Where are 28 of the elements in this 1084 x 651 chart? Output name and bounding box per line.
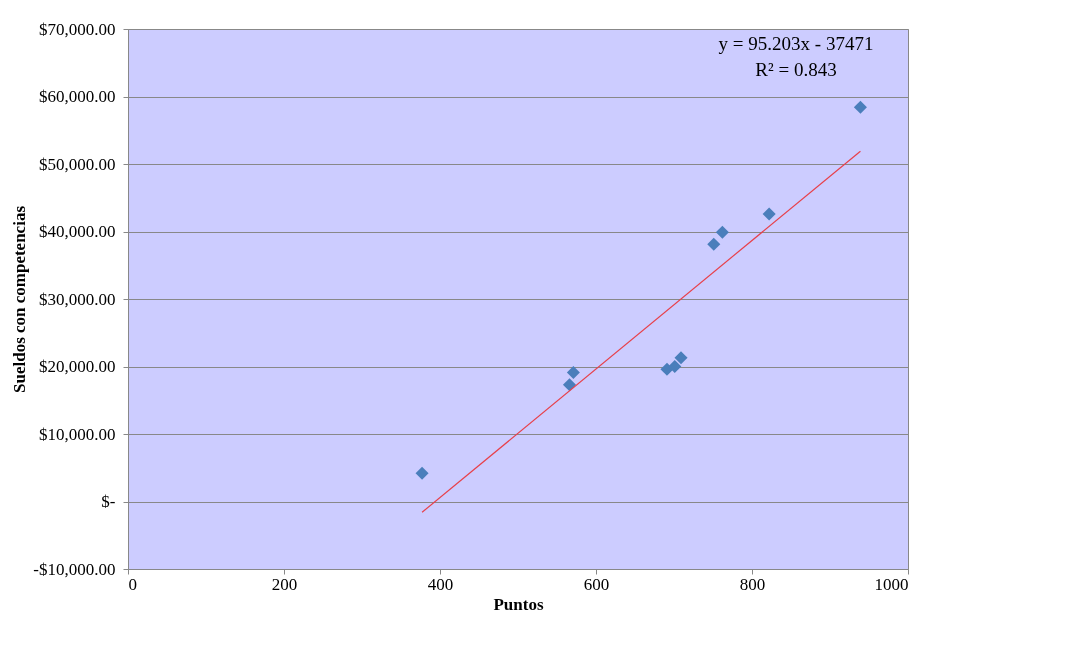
y-tick-label: $50,000.00 — [39, 154, 116, 174]
point — [707, 237, 721, 251]
point — [674, 351, 688, 365]
x-tick-label: 200 — [271, 574, 298, 594]
y-tick-label: -$10,000.00 — [33, 559, 116, 579]
y-tick-label: $40,000.00 — [39, 222, 116, 241]
x-tick-label: 0 — [128, 574, 137, 594]
y-tick-label: $10,000.00 — [39, 424, 116, 444]
y-tick-label: $60,000.00 — [39, 87, 116, 106]
x-tick-label: 400 — [427, 574, 454, 594]
x-tick-label: 600 — [583, 574, 610, 594]
y-tick-label: $70,000.00 — [39, 19, 116, 39]
point — [853, 100, 867, 114]
y-tick-label: $20,000.00 — [39, 357, 116, 376]
x-tick-label: 1000 — [874, 574, 909, 594]
point — [415, 466, 429, 480]
y-tick-label: $- — [101, 492, 116, 511]
y-tick-label: $30,000.00 — [39, 289, 116, 309]
x-tick-label: 800 — [739, 574, 766, 594]
point — [762, 207, 776, 221]
annotation: R² = 0.843 — [755, 59, 837, 80]
x-axis-title: Puntos — [493, 594, 544, 614]
annotation: y = 95.203x - 37471 — [718, 33, 874, 54]
point — [715, 225, 729, 239]
y-axis-title: Sueldos con competencias — [10, 205, 30, 393]
point — [562, 378, 576, 392]
point — [668, 359, 682, 374]
point — [566, 366, 580, 380]
